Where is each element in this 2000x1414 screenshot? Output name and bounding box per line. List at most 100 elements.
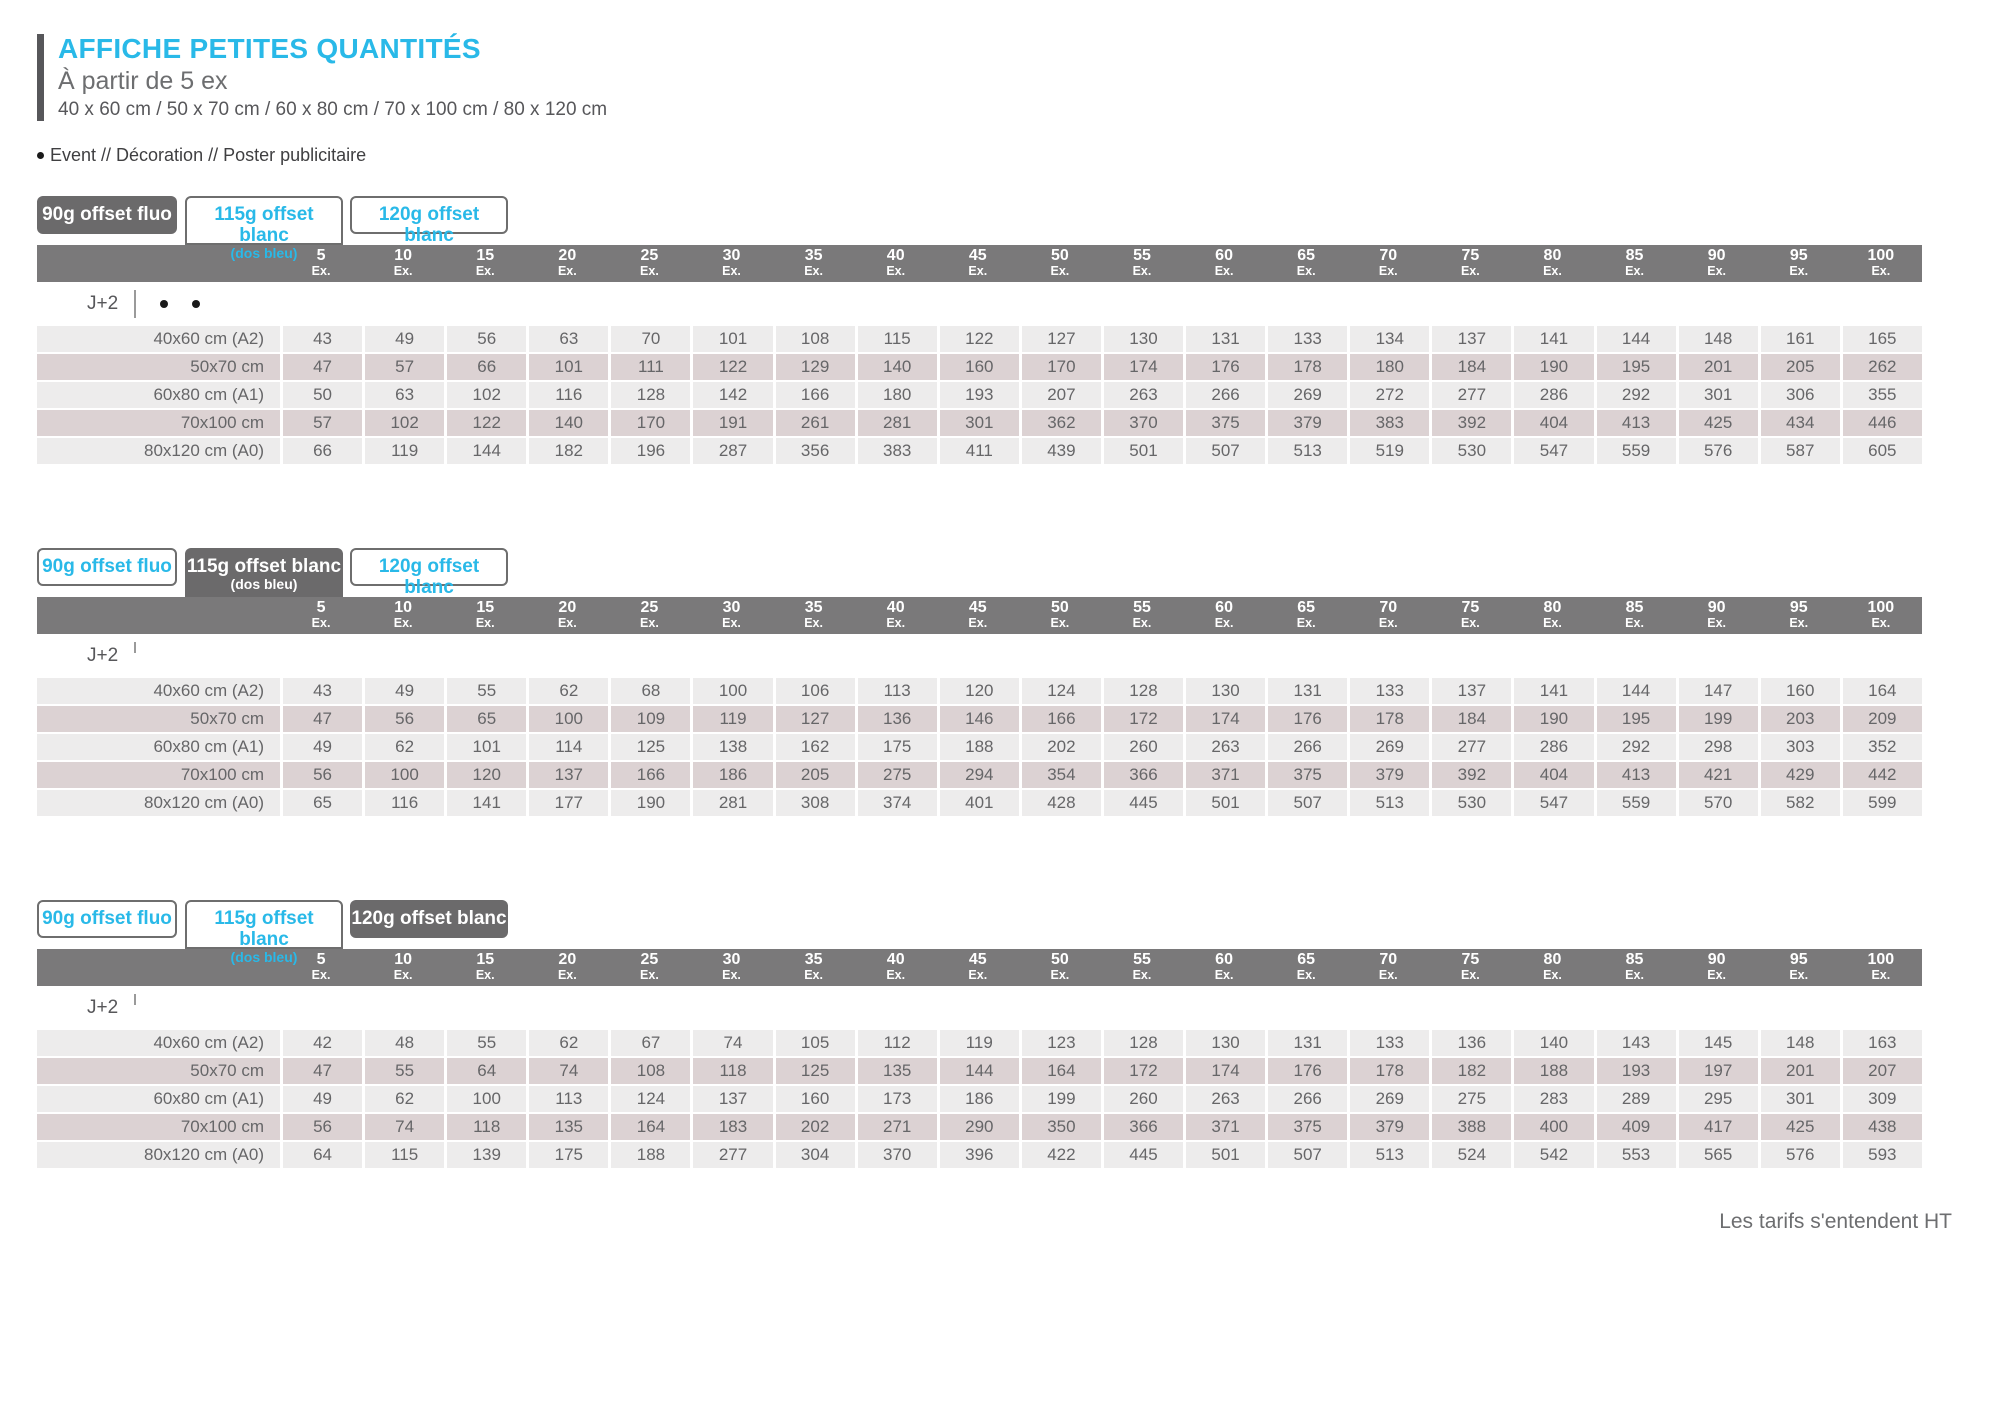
quantity-unit: Ex. [722,264,741,278]
quantity-value: 65 [1297,951,1316,968]
price-cell: 355 [1842,382,1922,408]
tab-115g-offset-blanc[interactable]: 115g offset blanc (dos bleu) [185,900,343,964]
quantity-value: 75 [1461,247,1480,264]
price-cell: 176 [1268,706,1348,732]
price-cell: 128 [611,382,691,408]
price-cell: 442 [1842,762,1922,788]
quantity-unit: Ex. [722,968,741,982]
price-cell: 142 [693,382,773,408]
quantity-value: 25 [640,951,659,968]
price-cell: 137 [1432,678,1512,704]
quantity-value: 50 [1050,599,1069,616]
price-cell: 68 [611,678,691,704]
quantity-value: 95 [1789,247,1808,264]
delay-divider [134,642,137,653]
quantity-value: 90 [1707,951,1726,968]
tab-sublabel: (dos bleu) [230,245,298,261]
quantity-unit: Ex. [1789,968,1809,982]
price-cell: 201 [1678,354,1758,380]
quantity-unit: Ex. [1789,264,1809,278]
price-cell: 137 [1432,326,1512,352]
quantity-unit: Ex. [804,616,823,630]
quantity-unit: Ex. [804,968,823,982]
price-cell: 177 [529,790,609,816]
price-cell: 501 [1186,790,1266,816]
price-cell: 184 [1432,354,1512,380]
delay-divider [134,994,137,1005]
quantity-unit: Ex. [1050,968,1070,982]
quantity-unit: Ex. [1625,616,1644,630]
quantity-unit: Ex. [1214,264,1234,278]
price-cell: 50 [283,382,363,408]
tab-120g-offset-blanc[interactable]: 120g offset blanc [350,900,508,938]
price-cell: 160 [775,1086,855,1112]
price-cell: 309 [1842,1086,1922,1112]
quantity-value: 25 [640,247,659,264]
price-cell: 47 [283,706,363,732]
price-cell: 277 [1432,734,1512,760]
quantity-column-header: 90 Ex. [1676,245,1758,282]
quantity-column-header: 60 Ex. [1183,949,1265,986]
price-cell: 101 [447,734,527,760]
table-section: 90g offset fluo 115g offset blanc (dos ble… [37,900,1922,1168]
price-cell: 141 [447,790,527,816]
quantity-column-header: 100 Ex. [1840,597,1922,634]
price-cell: 294 [939,762,1019,788]
price-cell: 145 [1678,1030,1758,1056]
quantity-unit: Ex. [968,616,988,630]
price-cell: 576 [1760,1142,1840,1168]
tab-label: 120g offset blanc [378,556,480,598]
price-cell: 124 [611,1086,691,1112]
price-cell: 122 [693,354,773,380]
delay-row: J+2 [37,282,1922,326]
price-cell: 266 [1186,382,1266,408]
quantity-value: 40 [886,951,905,968]
quantity-column-header: 50 Ex. [1019,597,1101,634]
price-cell: 133 [1268,326,1348,352]
price-cell: 272 [1350,382,1430,408]
tab-120g-offset-blanc[interactable]: 120g offset blanc [350,196,508,246]
quantity-unit: Ex. [1625,264,1644,278]
price-cell: 275 [1432,1086,1512,1112]
tab-90g-offset-fluo[interactable]: 90g offset fluo [37,196,177,234]
quantity-value: 45 [968,951,987,968]
quantity-unit: Ex. [1543,616,1562,630]
quantity-value: 35 [804,951,823,968]
price-cell: 559 [1596,790,1676,816]
quantity-unit: Ex. [1543,968,1562,982]
quantity-value: 70 [1379,599,1398,616]
tab-90g-offset-fluo[interactable]: 90g offset fluo [37,900,177,938]
quantity-value: 85 [1625,599,1644,616]
price-cell: 55 [447,678,527,704]
quantity-column-header: 50 Ex. [1019,245,1101,282]
price-cell: 144 [939,1058,1019,1084]
quantity-column-header: 65 Ex. [1265,949,1347,986]
price-cell: 178 [1350,1058,1430,1084]
quantity-unit: Ex. [640,264,659,278]
price-cell: 304 [775,1142,855,1168]
quantity-value: 75 [1461,599,1480,616]
price-cell: 111 [611,354,691,380]
quantity-value: 85 [1625,951,1644,968]
tab-115g-offset-blanc[interactable]: 115g offset blanc (dos bleu) [185,548,343,597]
price-cell: 100 [447,1086,527,1112]
quantity-value: 50 [1050,247,1069,264]
price-cell: 62 [365,1086,445,1112]
price-cell: 108 [611,1058,691,1084]
price-cell: 202 [1021,734,1101,760]
price-cell: 203 [1760,706,1840,732]
price-cell: 281 [693,790,773,816]
price-cell: 120 [939,678,1019,704]
tab-90g-offset-fluo[interactable]: 90g offset fluo [37,548,177,586]
quantity-value: 90 [1707,247,1726,264]
price-cell: 130 [1103,326,1184,352]
price-cell: 292 [1596,734,1676,760]
price-cell: 120 [447,762,527,788]
price-cell: 148 [1678,326,1758,352]
tab-115g-offset-blanc[interactable]: 115g offset blanc (dos bleu) [185,196,343,260]
tab-120g-offset-blanc[interactable]: 120g offset blanc [350,548,508,598]
price-cell: 392 [1432,410,1512,436]
quantity-value: 45 [968,247,987,264]
price-cell: 174 [1186,1058,1266,1084]
footer-note: Les tarifs s'entendent HT [1719,1210,1952,1233]
